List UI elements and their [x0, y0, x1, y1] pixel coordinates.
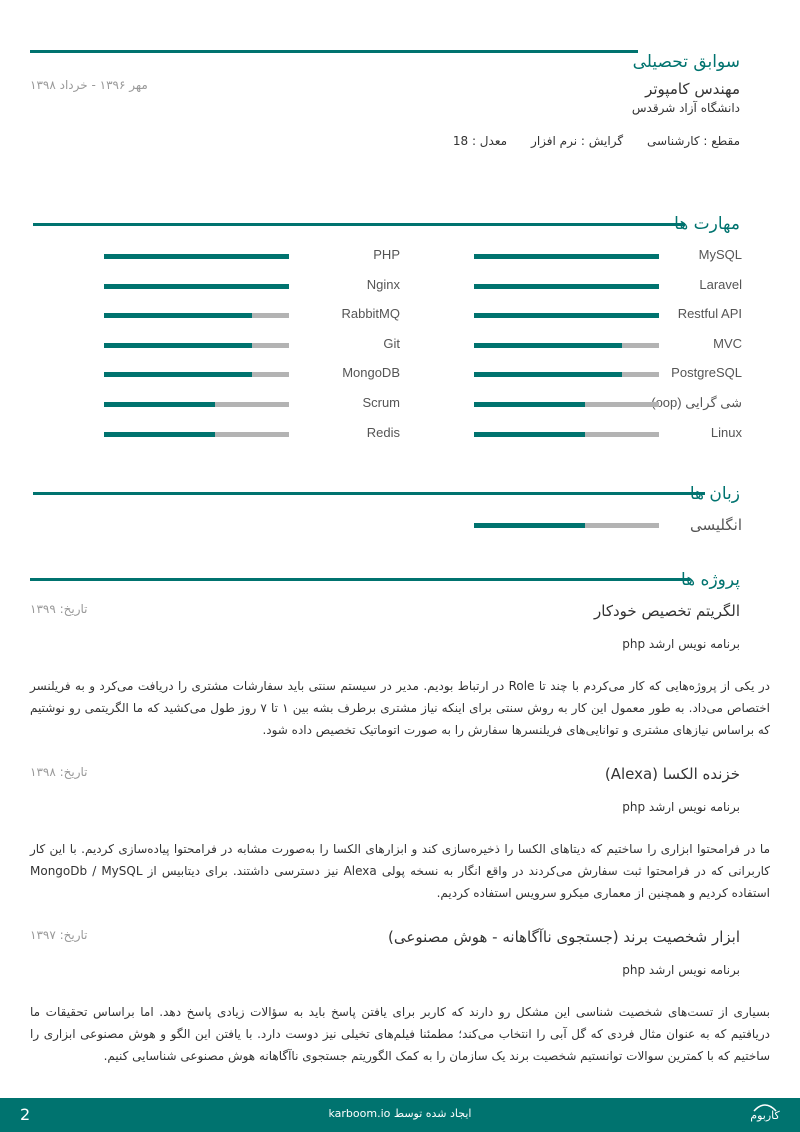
- education-date: مهر ۱۳۹۶ - خرداد ۱۳۹۸: [30, 78, 148, 92]
- skill-name: MVC: [713, 335, 742, 351]
- skill-level-bar: [474, 313, 659, 319]
- skill-name: Restful API: [677, 306, 742, 322]
- skill-level-fill: [474, 254, 659, 259]
- skill-level-fill: [474, 283, 659, 289]
- education-divider: [30, 50, 638, 53]
- project-date: تاریخ: ۱۳۹۷: [30, 928, 88, 942]
- education-degree: مهندس کامپوتر: [645, 80, 740, 98]
- skill-name: Nginx: [366, 276, 400, 292]
- skill-level-fill: [104, 402, 215, 407]
- project-role: برنامه نویس ارشد php: [622, 800, 740, 814]
- logo-text: کاربوم: [750, 1109, 780, 1122]
- education-major: گرایش : نرم افزار: [531, 134, 624, 148]
- page-number: 2: [20, 1105, 31, 1124]
- skill-level-fill: [104, 283, 289, 289]
- skill-name: Redis: [366, 424, 400, 440]
- skill-level-fill: [474, 372, 622, 378]
- skill-level-fill: [104, 342, 252, 348]
- skill-name: MySQL: [698, 247, 742, 262]
- skill-name: PostgreSQL: [671, 365, 742, 381]
- education-details: مقطع : کارشناسی گرایش : نرم افزار معدل :…: [453, 134, 740, 148]
- project-date: تاریخ: ۱۳۹۹: [30, 602, 88, 616]
- karboom-logo: کاربوم: [750, 1102, 780, 1128]
- skill-name: Laravel: [699, 276, 742, 292]
- skill-level-bar: [104, 431, 289, 437]
- skill-level-fill: [104, 254, 289, 259]
- project-description: در یکی از پروژه‌هایی که کار می‌کردم با چ…: [30, 679, 770, 737]
- skill-level-bar: [104, 342, 289, 348]
- project-description: ما در فرامحتوا ابزاری را ساختیم که دیتاه…: [30, 842, 771, 900]
- language-level-bar: [474, 523, 659, 528]
- projects-divider: [30, 578, 690, 581]
- skill-level-fill: [474, 313, 659, 319]
- skill-name: Linux: [710, 424, 742, 440]
- education-level: مقطع : کارشناسی: [647, 134, 740, 148]
- skill-level-bar: [474, 283, 659, 289]
- languages-heading: زبان ها: [689, 484, 740, 504]
- skill-level-fill: [104, 313, 252, 319]
- skills-divider: [33, 223, 685, 226]
- project-title: الگریتم تخصیص خودکار: [594, 602, 740, 620]
- skill-level-bar: [474, 254, 659, 259]
- project-description: بسیاری از تست‌های شخصیت شناسی این مشکل ر…: [30, 1005, 770, 1063]
- skill-name: Scrum: [362, 395, 400, 410]
- footer-credit: ایجاد شده توسط karboom.io: [328, 1107, 472, 1120]
- skill-name: RabbitMQ: [341, 306, 400, 322]
- education-university: دانشگاه آزاد شرقدس: [631, 101, 740, 115]
- project-role: برنامه نویس ارشد php: [622, 637, 740, 651]
- skill-level-bar: [104, 402, 289, 407]
- logo-arc-icon: [753, 1104, 777, 1112]
- education-heading: سوابق تحصیلی: [632, 52, 740, 72]
- skill-level-bar: [104, 283, 289, 289]
- skill-level-fill: [474, 342, 622, 348]
- projects-heading: پروژه ها: [681, 570, 740, 590]
- skill-level-bar: [104, 372, 289, 378]
- skill-level-bar: [104, 254, 289, 259]
- languages-divider: [33, 492, 705, 495]
- skill-level-fill: [474, 431, 585, 437]
- project-role: برنامه نویس ارشد php: [622, 963, 740, 977]
- skill-name: Git: [383, 335, 400, 351]
- skill-level-fill: [104, 372, 252, 378]
- skill-level-bar: [474, 402, 659, 407]
- skills-heading: مهارت ها: [674, 214, 740, 234]
- project-title: خزنده الکسا (Alexa): [604, 765, 740, 783]
- skill-level-fill: [474, 402, 585, 407]
- footer: 2 ایجاد شده توسط karboom.io کاربوم: [0, 1098, 800, 1132]
- project-date: تاریخ: ۱۳۹۸: [30, 765, 88, 779]
- language-name: انگلیسی: [689, 516, 742, 534]
- education-gpa: معدل : 18: [452, 134, 508, 148]
- skill-name: PHP: [373, 247, 400, 262]
- skill-name: MongoDB: [342, 365, 400, 381]
- project-title: ابزار شخصیت برند (جستجوی ناآگاهانه - هوش…: [388, 928, 740, 946]
- skill-level-fill: [104, 431, 215, 437]
- skill-level-bar: [104, 313, 289, 319]
- skill-level-bar: [474, 372, 659, 378]
- skill-level-bar: [474, 431, 659, 437]
- skill-level-bar: [474, 342, 659, 348]
